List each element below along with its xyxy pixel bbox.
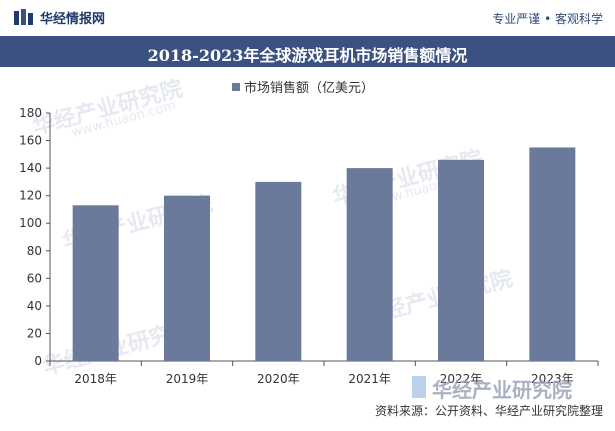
- legend-swatch: [232, 83, 240, 91]
- x-tick-label: 2020年: [257, 372, 300, 386]
- y-tick-label: 120: [19, 189, 42, 203]
- footer-logo-block: [412, 376, 426, 398]
- y-tick-label: 140: [19, 161, 42, 175]
- x-tick-label: 2021年: [348, 372, 391, 386]
- bar-chart: 市场销售额（亿美元） 0 20 40 60 80 100 120 140 160 180 2018年 2…: [19, 80, 599, 386]
- y-tick-label: 40: [27, 299, 42, 313]
- footer-watermark: 华经产业研究院: [432, 378, 572, 402]
- x-tick-label: 2023年: [531, 372, 574, 386]
- y-tick-label: 80: [27, 244, 42, 258]
- bar: [72, 205, 119, 361]
- bar: [255, 181, 302, 361]
- y-tick-label: 100: [19, 216, 42, 230]
- tagline: 专业严谨 • 客观科学: [492, 12, 603, 26]
- chart-title: 2018-2023年全球游戏耳机市场销售额情况: [147, 46, 468, 65]
- y-tick-label: 60: [27, 271, 42, 285]
- y-tick-label: 180: [19, 106, 42, 120]
- bar: [529, 147, 576, 361]
- bar: [346, 168, 393, 361]
- legend-label: 市场销售额（亿美元）: [244, 80, 374, 96]
- title-bar: 2018-2023年全球游戏耳机市场销售额情况: [0, 36, 615, 67]
- x-tick-label: 2018年: [74, 372, 117, 386]
- y-tick-label: 20: [27, 326, 42, 340]
- x-tick-label: 2019年: [166, 372, 209, 386]
- brand-name: 华经情报网: [40, 12, 106, 27]
- logo-icon: [14, 9, 33, 25]
- bar: [438, 159, 484, 361]
- y-tick-label: 160: [19, 134, 42, 148]
- source-note: 资料来源：公开资料、华经产业研究院整理: [374, 404, 603, 418]
- x-tick-label: 2022年: [440, 372, 483, 386]
- header-bar: 华经情报网 专业严谨 • 客观科学: [0, 0, 615, 37]
- bar: [164, 195, 210, 361]
- y-tick-label: 0: [34, 354, 42, 368]
